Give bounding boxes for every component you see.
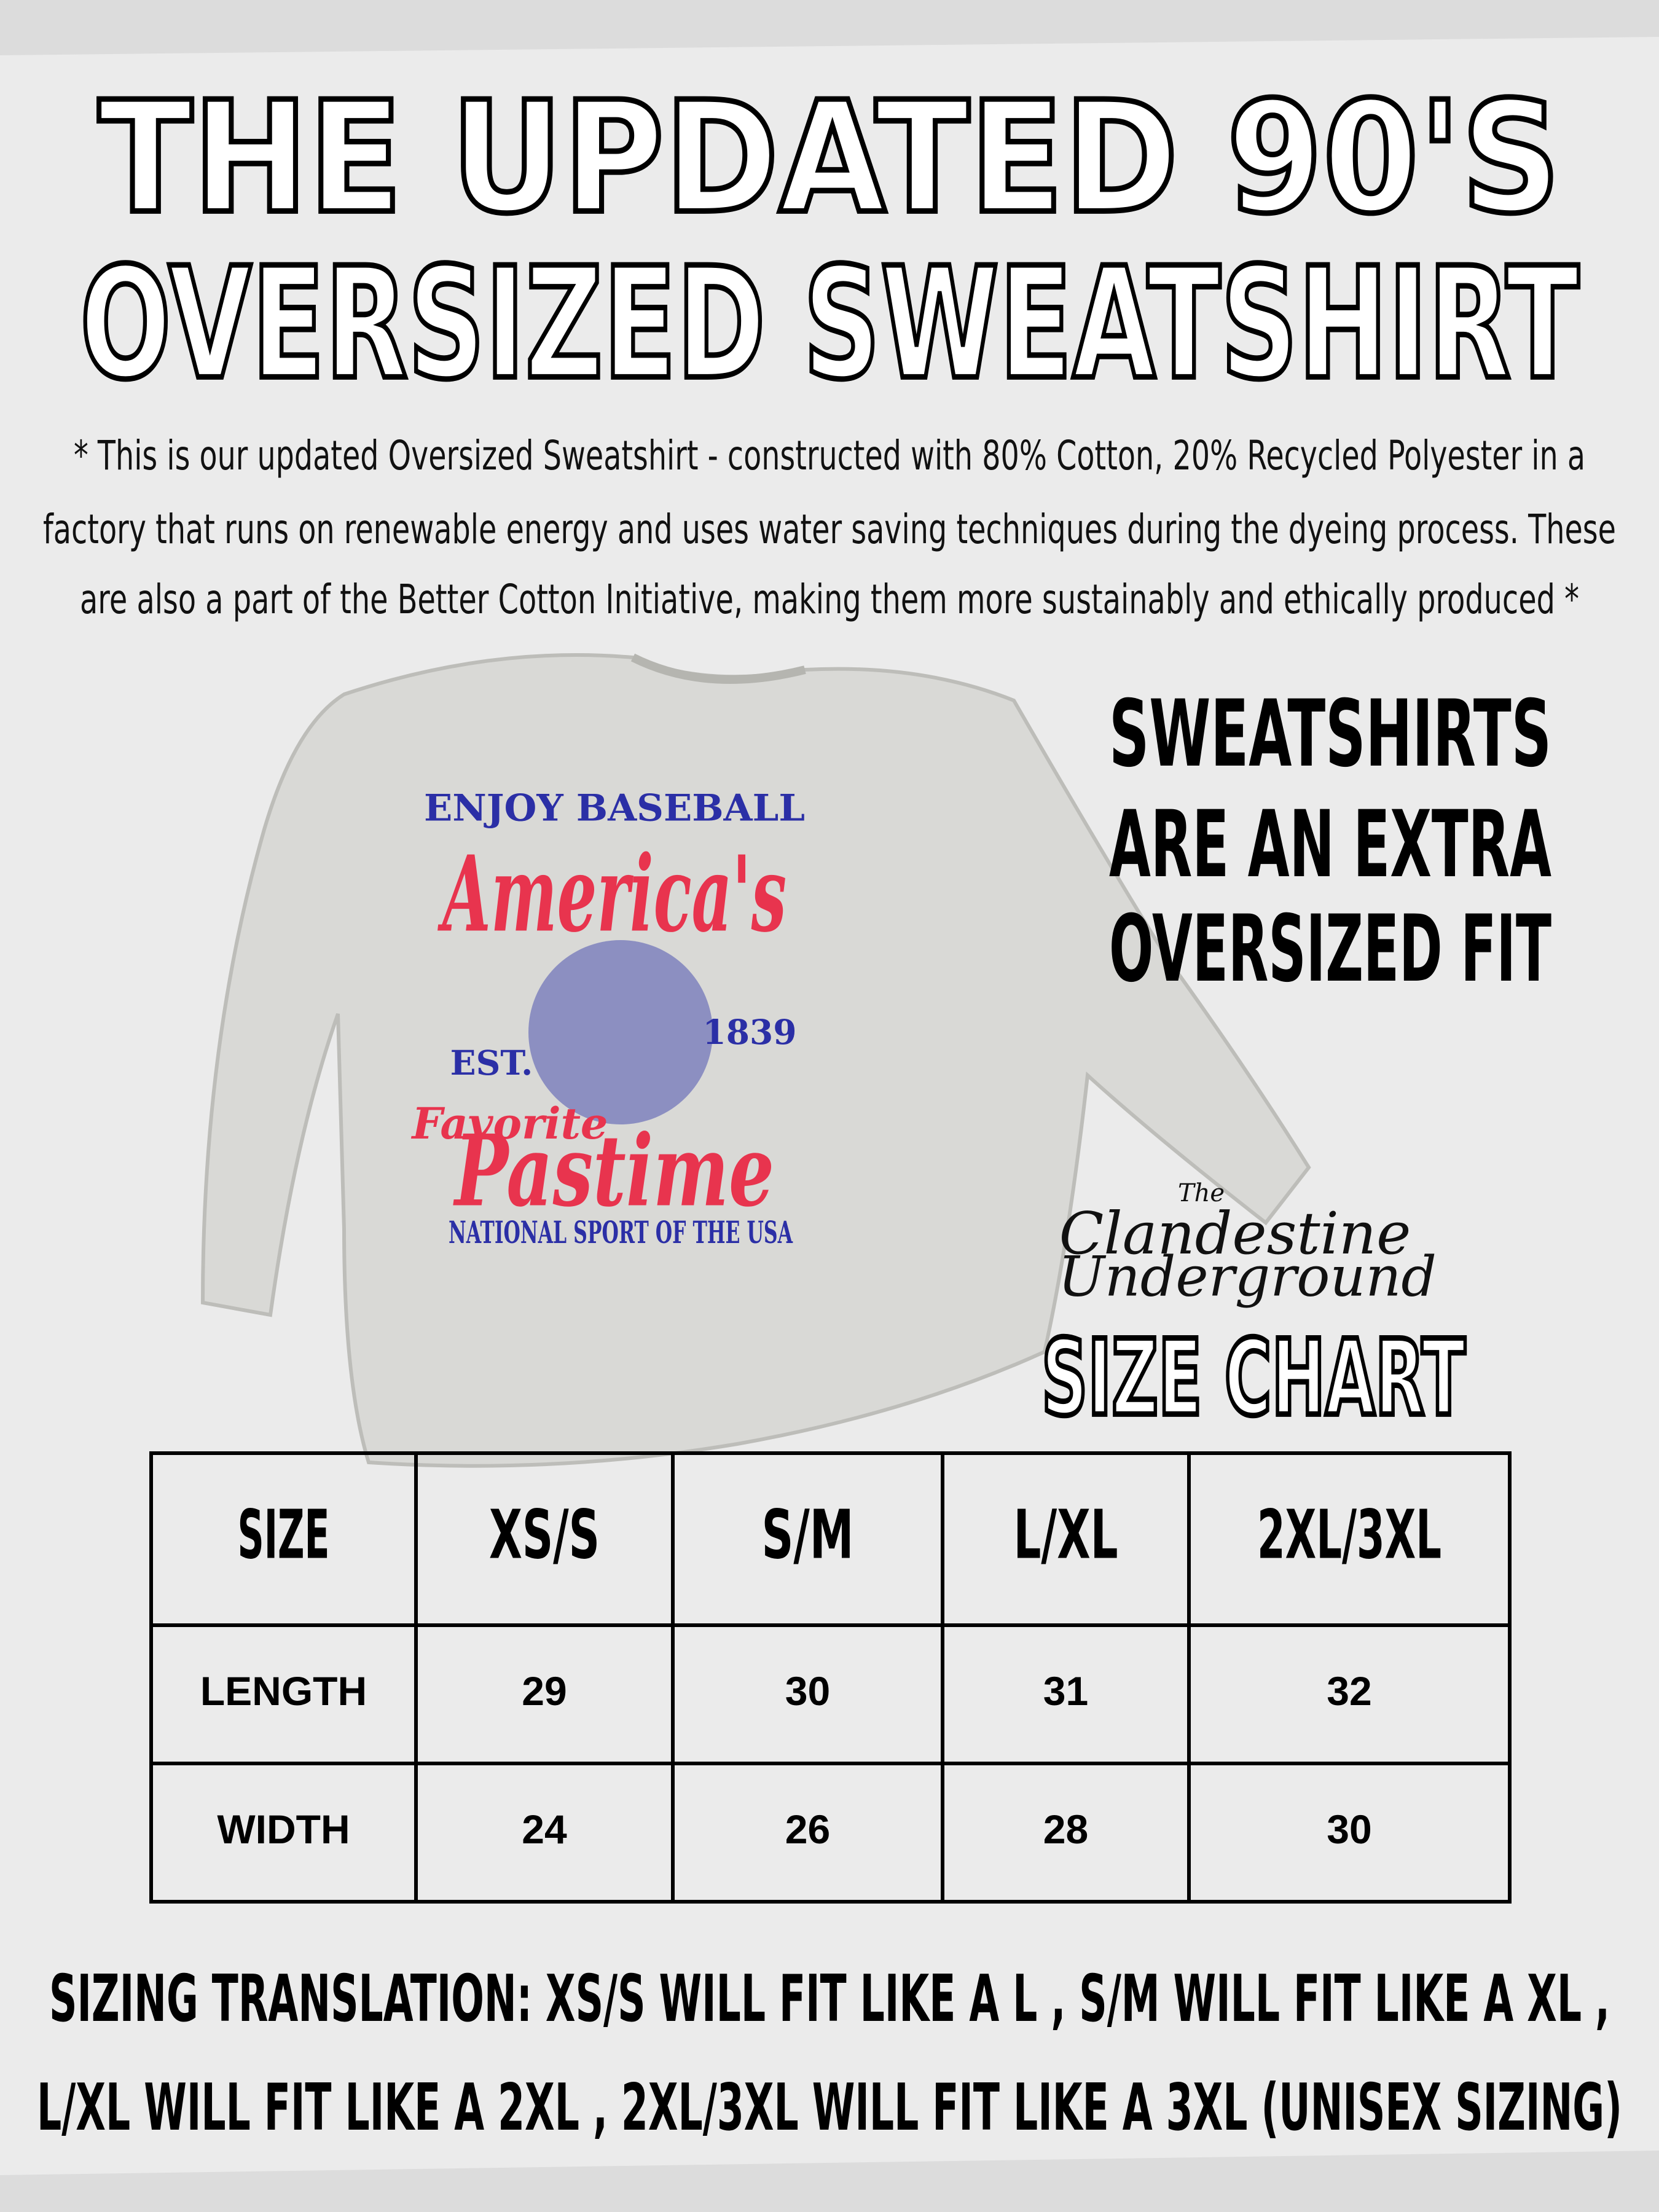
- table-cell: 32: [1327, 1668, 1371, 1714]
- table-header-cell: SIZE: [238, 1495, 330, 1574]
- table-cell: 30: [1327, 1806, 1371, 1852]
- graphic-text: NATIONAL SPORT OF THE USA: [449, 1214, 793, 1250]
- table-cell: 24: [522, 1806, 567, 1852]
- graphic-text: America's: [437, 833, 786, 956]
- graphic-text: Pastime: [453, 1113, 774, 1229]
- size-chart-title: SIZE CHART: [1041, 1317, 1465, 1439]
- graphic-text: EST.: [450, 1043, 533, 1083]
- paper-edge: [0, 0, 1659, 55]
- title-line: THE UPDATED 90'S: [98, 68, 1561, 247]
- table-cell: WIDTH: [217, 1806, 350, 1852]
- table-border: [149, 1451, 1512, 1904]
- graphic-text: ENJOY BASEBALL: [424, 787, 805, 830]
- graphic-text: 1839: [702, 1012, 796, 1052]
- title-line: OVERSIZED SWEATSHIRT: [80, 234, 1579, 413]
- paper-edge: [0, 2151, 1659, 2212]
- brand-line: The: [1178, 1179, 1225, 1207]
- description-line: factory that runs on renewable energy an…: [43, 506, 1616, 553]
- sizing-translation-line: SIZING TRANSLATION: XS/S WILL FIT LIKE A…: [49, 1961, 1610, 2036]
- description-line: * This is our updated Oversized Sweatshi…: [74, 432, 1585, 479]
- table-header-cell: 2XL/3XL: [1257, 1495, 1441, 1574]
- sizing-translation-line: L/XL WILL FIT LIKE A 2XL , 2XL/3XL WILL …: [37, 2070, 1622, 2145]
- sweatshirt: [200, 653, 1311, 1468]
- table-cell: 28: [1043, 1806, 1088, 1852]
- table-header-cell: L/XL: [1014, 1495, 1118, 1574]
- table-cell: 26: [785, 1806, 830, 1852]
- graphic-text: Favorite: [411, 1098, 608, 1149]
- fit-note-line: SWEATSHIRTS: [1109, 681, 1551, 788]
- table-cell: 29: [522, 1668, 567, 1714]
- fit-note-line: ARE AN EXTRA: [1109, 791, 1551, 898]
- description-line: are also a part of the Better Cotton Ini…: [80, 576, 1579, 623]
- table-cell: 30: [785, 1668, 830, 1714]
- fit-note-line: OVERSIZED FIT: [1109, 896, 1551, 1003]
- table-cell: 31: [1043, 1668, 1088, 1714]
- table-header-cell: XS/S: [489, 1495, 600, 1574]
- brand-line: Underground: [1058, 1244, 1437, 1309]
- table-cell: LENGTH: [200, 1668, 367, 1714]
- brand-line: Clandestine: [1059, 1200, 1411, 1268]
- table-header-cell: S/M: [762, 1495, 854, 1574]
